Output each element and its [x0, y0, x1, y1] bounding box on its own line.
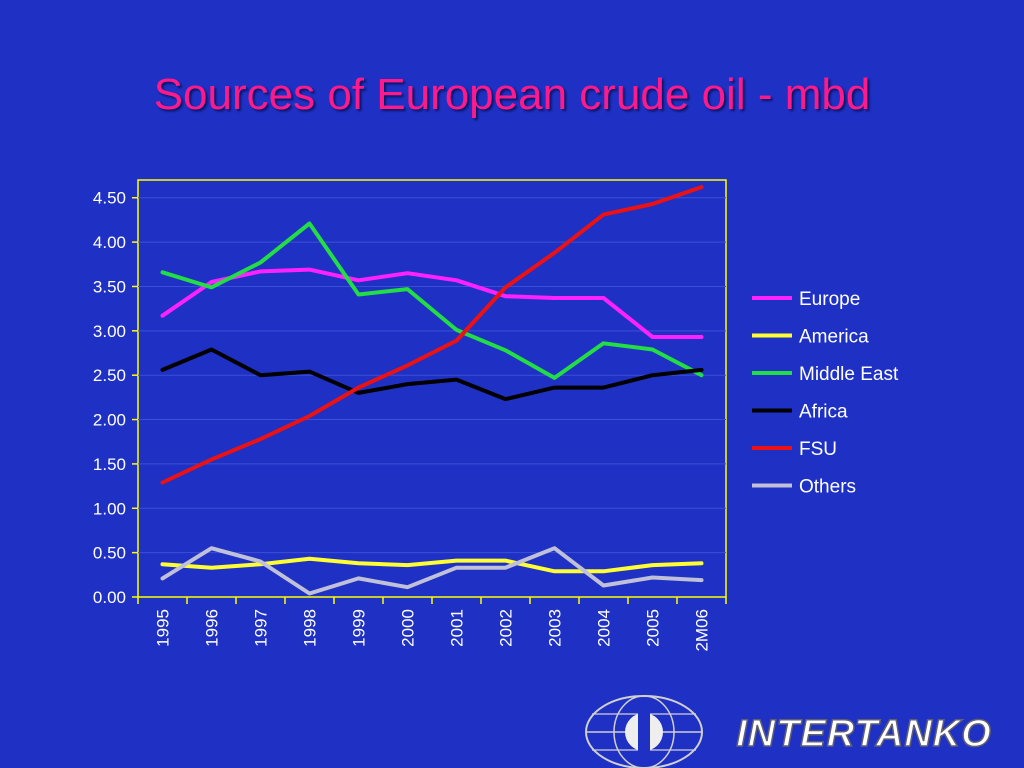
- legend-label-america: America: [799, 327, 869, 348]
- y-tick-label: 2.50: [93, 366, 126, 385]
- intertanko-globe-logo: [585, 695, 703, 768]
- series-line-america: [160, 556, 704, 574]
- x-tick-label: 2002: [497, 609, 516, 647]
- y-tick-label: 4.50: [93, 189, 126, 208]
- gridlines: [138, 197, 726, 554]
- legend-label-others: Others: [799, 477, 856, 498]
- series-line-others: [160, 546, 704, 596]
- x-tick-label: 1997: [252, 609, 271, 647]
- y-tick-label: 1.50: [93, 455, 126, 474]
- x-tick-label: 2003: [546, 609, 565, 647]
- y-tick-label: 3.00: [93, 322, 126, 341]
- series-lines: [160, 185, 704, 596]
- legend-label-africa: Africa: [799, 402, 848, 423]
- x-tick-label: 2005: [644, 609, 663, 647]
- legend-label-middle-east: Middle East: [799, 364, 899, 385]
- x-tick-label: 1995: [154, 609, 173, 647]
- y-tick-label: 1.00: [93, 499, 126, 518]
- y-tick-label: 4.00: [93, 233, 126, 252]
- axes: [132, 196, 727, 604]
- y-tick-label: 0.00: [93, 588, 126, 607]
- legend-label-fsu: FSU: [799, 439, 837, 460]
- series-line-europe: [160, 267, 704, 339]
- y-tick-label: 0.50: [93, 544, 126, 563]
- x-tick-label: 1998: [301, 609, 320, 647]
- legend-label-europe: Europe: [799, 289, 860, 310]
- x-tick-label: 2004: [595, 609, 614, 647]
- x-tick-label: 2M06: [693, 609, 712, 652]
- x-tick-label: 2001: [448, 609, 467, 647]
- y-tick-label: 2.00: [93, 411, 126, 430]
- y-tick-label: 3.50: [93, 277, 126, 296]
- intertanko-logo-text: INTERTANKO: [736, 713, 992, 755]
- x-tick-labels: 1995 1996 1997 1998 1999 2000 2001 2002 2003 2004…: [154, 609, 712, 652]
- slide-title: Sources of European crude oil - mbd: [153, 70, 871, 119]
- x-tick-label: 1996: [203, 609, 222, 647]
- y-tick-labels: 0.00 0.50 1.00 1.50 2.00 2.50 3.00 3.50 4.00 4.50: [93, 189, 126, 607]
- series-line-middle-east: [160, 221, 704, 380]
- series-line-fsu: [160, 185, 704, 485]
- x-tick-label: 1999: [350, 609, 369, 647]
- x-tick-label: 2000: [399, 609, 418, 647]
- legend: Europe America Middle East Africa FSU Others: [752, 289, 899, 498]
- series-line-africa: [160, 347, 704, 402]
